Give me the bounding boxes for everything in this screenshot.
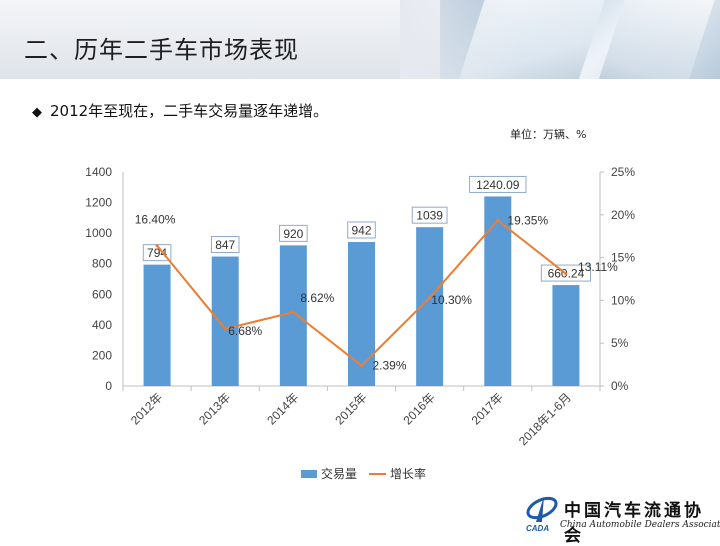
bar-value-label-box bbox=[469, 175, 527, 193]
y-right-tick-label: 25% bbox=[611, 165, 635, 179]
growth-rate-point bbox=[223, 327, 227, 331]
slide-title: 二、历年二手车市场表现 bbox=[24, 36, 299, 64]
growth-rate-label: 8.62% bbox=[300, 291, 334, 305]
bar-value-label-box bbox=[210, 236, 240, 254]
x-category-label: 2017年 bbox=[469, 390, 506, 427]
y-right-tick-label: 15% bbox=[611, 251, 635, 265]
bar bbox=[552, 285, 580, 386]
growth-rate-label: 16.40% bbox=[135, 213, 176, 227]
growth-rate-point bbox=[496, 218, 500, 222]
x-category-label: 2016年 bbox=[400, 390, 437, 427]
diamond-bullet-icon: ◆ bbox=[32, 105, 42, 120]
y-left-tick-label: 200 bbox=[92, 348, 112, 362]
bar-value-label: 942 bbox=[351, 224, 371, 238]
growth-rate-point bbox=[291, 310, 295, 314]
growth-rate-point bbox=[564, 272, 568, 276]
y-left-tick-label: 600 bbox=[92, 287, 112, 301]
bar-value-label: 920 bbox=[283, 227, 303, 241]
cada-logo: CADA 中国汽车流通协会 China Automobile Dealers A… bbox=[520, 492, 720, 546]
x-category-label: 2015年 bbox=[332, 390, 369, 427]
growth-rate-label: 19.35% bbox=[507, 213, 548, 227]
bullet-text: 2012年至现在，二手车交易量逐年递增。 bbox=[50, 102, 329, 120]
y-right-tick-label: 0% bbox=[611, 379, 629, 393]
cada-logo-icon bbox=[526, 496, 558, 522]
bar bbox=[348, 242, 375, 386]
growth-rate-label: 13.11% bbox=[578, 260, 618, 274]
growth-rate-point bbox=[155, 244, 159, 248]
legend-bar-label: 交易量 bbox=[321, 466, 357, 481]
growth-rate-label: 2.39% bbox=[372, 359, 406, 373]
growth-rate-label: 6.68% bbox=[228, 324, 262, 338]
bar-value-label-box bbox=[411, 206, 448, 224]
y-left-tick-label: 1000 bbox=[85, 226, 112, 240]
bar bbox=[211, 256, 239, 386]
bar bbox=[143, 264, 171, 386]
header-banner: 二、历年二手车市场表现 bbox=[0, 0, 720, 79]
y-left-tick-label: 400 bbox=[92, 318, 112, 332]
bar-value-label-box bbox=[347, 221, 376, 239]
x-category-label: 2013年 bbox=[196, 390, 233, 427]
logo-abbr: CADA bbox=[526, 524, 550, 533]
logo-english-name: China Automobile Dealers Association bbox=[560, 520, 720, 530]
y-left-tick-label: 800 bbox=[92, 257, 112, 271]
bar-value-label: 1240.09 bbox=[476, 178, 520, 192]
y-right-tick-label: 20% bbox=[611, 208, 635, 222]
unit-label: 单位：万辆、% bbox=[510, 128, 587, 141]
legend-bar-swatch bbox=[301, 470, 317, 478]
bar-value-label: 847 bbox=[215, 238, 235, 252]
y-left-tick-label: 1400 bbox=[85, 165, 112, 179]
y-left-tick-label: 1200 bbox=[85, 196, 112, 210]
bar-value-label: 1039 bbox=[416, 209, 443, 223]
y-right-tick-label: 10% bbox=[611, 293, 635, 307]
x-category-label: 2018年1-6月 bbox=[516, 390, 574, 448]
x-category-label: 2014年 bbox=[264, 390, 301, 427]
growth-rate-point bbox=[428, 296, 432, 300]
bar-value-label: 794 bbox=[147, 246, 167, 260]
bar bbox=[279, 245, 307, 386]
y-left-tick-label: 0 bbox=[105, 379, 112, 393]
y-right-tick-label: 5% bbox=[611, 336, 629, 350]
bar-value-label-box bbox=[279, 224, 308, 242]
header-fade bbox=[400, 0, 520, 79]
growth-rate-label: 10.30% bbox=[431, 293, 472, 307]
legend-line-label: 增长率 bbox=[390, 466, 426, 481]
bullet-text-line: ◆ 2012年至现在，二手车交易量逐年递增。 bbox=[32, 100, 328, 121]
growth-rate-point bbox=[360, 364, 363, 368]
x-category-label: 2012年 bbox=[128, 390, 165, 427]
